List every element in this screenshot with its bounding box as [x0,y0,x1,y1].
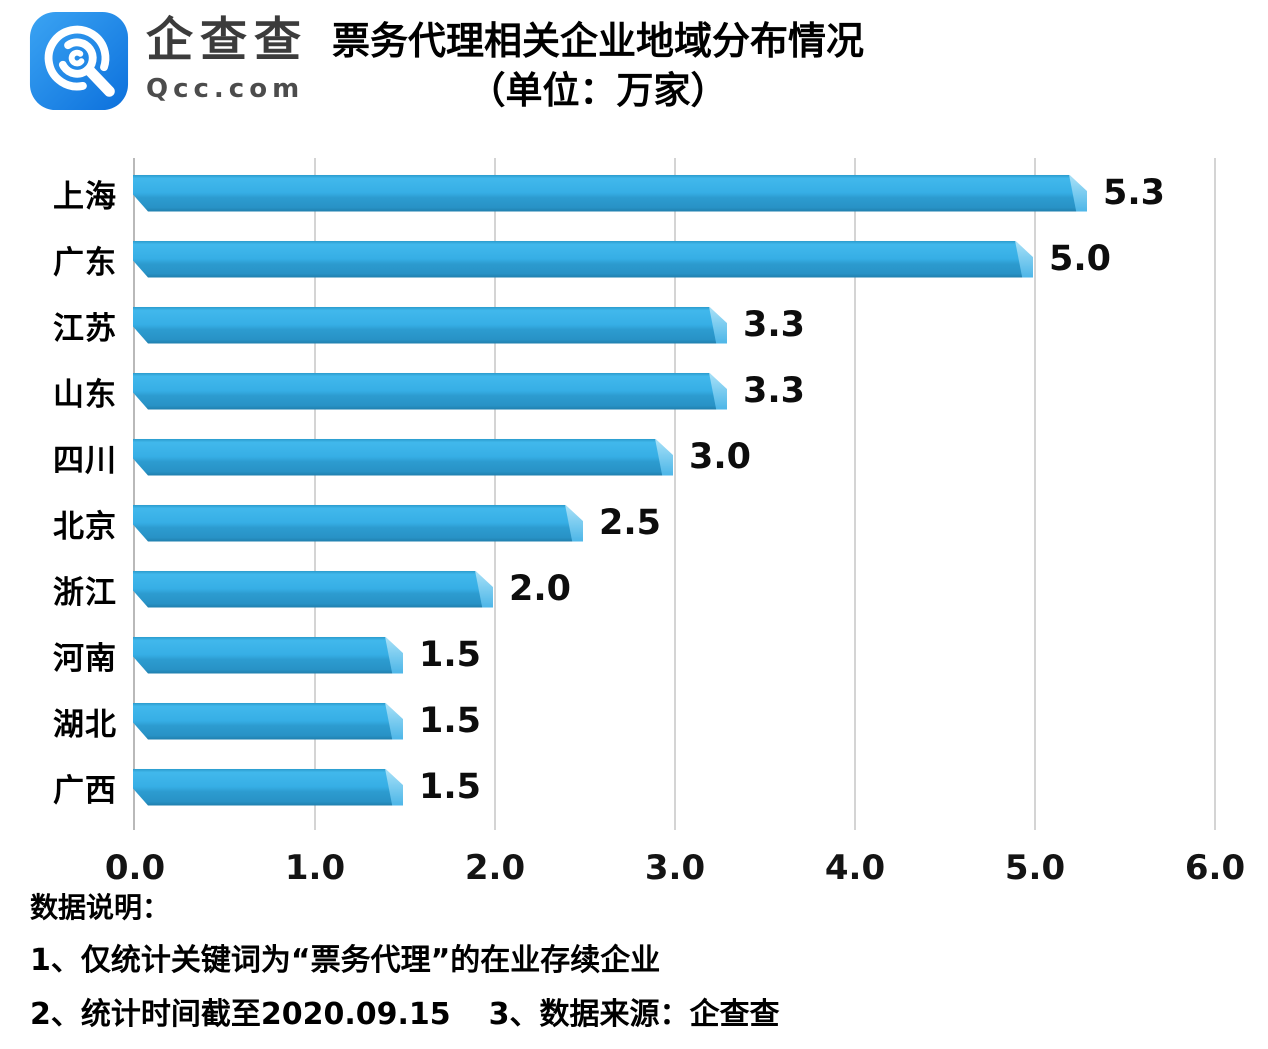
x-tick-label: 3.0 [644,848,706,888]
x-tick-label: 6.0 [1184,848,1246,888]
gridline [1214,158,1216,830]
category-label: 广西 [53,772,117,809]
x-tick-label: 5.0 [1004,848,1066,888]
bar-track: 1.5 [133,701,1213,741]
bar-row: 江苏 3.3 [0,292,1268,358]
gridline [1034,158,1036,830]
bar-row: 湖北 1.5 [0,688,1268,754]
logo-name: 企查查 [146,13,308,68]
data-notes: 数据说明： 1、仅统计关键词为“票务代理”的在业存续企业 2、统计时间截至202… [30,893,780,1031]
note-1: 1、仅统计关键词为“票务代理”的在业存续企业 [30,943,661,978]
value-label: 5.0 [1049,239,1112,279]
bar-track: 1.5 [133,635,1213,675]
bar-track: 5.0 [133,239,1213,279]
bar [133,769,403,806]
category-label: 河南 [53,640,117,677]
x-tick-label: 1.0 [284,848,346,888]
bar [133,241,1033,278]
bar [133,307,727,344]
bar-track: 3.0 [133,437,1213,477]
bar [133,439,673,476]
category-label: 湖北 [53,706,117,743]
bar-rows: 上海 5.3 广东 5.0 江苏 3.3 山东 3.3 四川 3.0 [0,160,1268,820]
plot-area: 0.0 1.0 2.0 3.0 4.0 5.0 6.0 [105,158,1245,888]
category-label: 四川 [53,442,117,479]
bar-row: 广东 5.0 [0,226,1268,292]
category-label: 江苏 [53,310,117,347]
bar-row: 上海 5.3 [0,160,1268,226]
bar-row: 山东 3.3 [0,358,1268,424]
bar [133,373,727,410]
value-label: 1.5 [419,635,482,675]
chart-title: 票务代理相关企业地域分布情况 （单位：万家） [238,16,958,116]
value-label: 3.3 [743,371,806,411]
value-label: 2.0 [509,569,572,609]
bar-track: 1.5 [133,767,1213,807]
note-row: 2、统计时间截至2020.09.15 3、数据来源：企查查 [30,999,780,1031]
category-label: 北京 [53,508,117,545]
value-label: 5.3 [1103,173,1166,213]
bar [133,637,403,674]
logo-wordmark: 企查查 Qcc.com [146,10,308,105]
bar [133,571,493,608]
bar-row: 四川 3.0 [0,424,1268,490]
bar-track: 2.5 [133,503,1213,543]
bar [133,505,583,542]
x-tick-label: 2.0 [464,848,526,888]
gridline [674,158,676,830]
value-label: 3.0 [689,437,752,477]
gridline [314,158,316,830]
qcc-logo: 企查查 Qcc.com [28,10,308,112]
bar [133,703,403,740]
qcc-logo-icon [28,10,130,112]
bar-row: 河南 1.5 [0,622,1268,688]
gridline [494,158,496,830]
category-label: 广东 [53,244,117,281]
category-label: 上海 [53,178,117,215]
bar-row: 浙江 2.0 [0,556,1268,622]
chart-title-unit: （单位：万家） [468,69,728,112]
notes-heading: 数据说明： [30,891,171,924]
bar [133,175,1087,212]
value-label: 2.5 [599,503,662,543]
category-label: 山东 [53,376,117,413]
value-label: 1.5 [419,767,482,807]
category-label: 浙江 [53,574,117,611]
chart-title-line1: 票务代理相关企业地域分布情况 [331,19,864,63]
bar-track: 5.3 [133,173,1213,213]
note-3: 3、数据来源：企查查 [488,997,780,1032]
bar-track: 3.3 [133,371,1213,411]
bar-track: 2.0 [133,569,1213,609]
note-2: 2、统计时间截至2020.09.15 [30,997,451,1032]
value-label: 3.3 [743,305,806,345]
bar-row: 北京 2.5 [0,490,1268,556]
bar-track: 3.3 [133,305,1213,345]
bar-row: 广西 1.5 [0,754,1268,820]
x-tick-label: 0.0 [104,848,166,888]
x-tick-label: 4.0 [824,848,886,888]
gridline [854,158,856,830]
logo-domain: Qcc.com [146,74,305,104]
value-label: 1.5 [419,701,482,741]
